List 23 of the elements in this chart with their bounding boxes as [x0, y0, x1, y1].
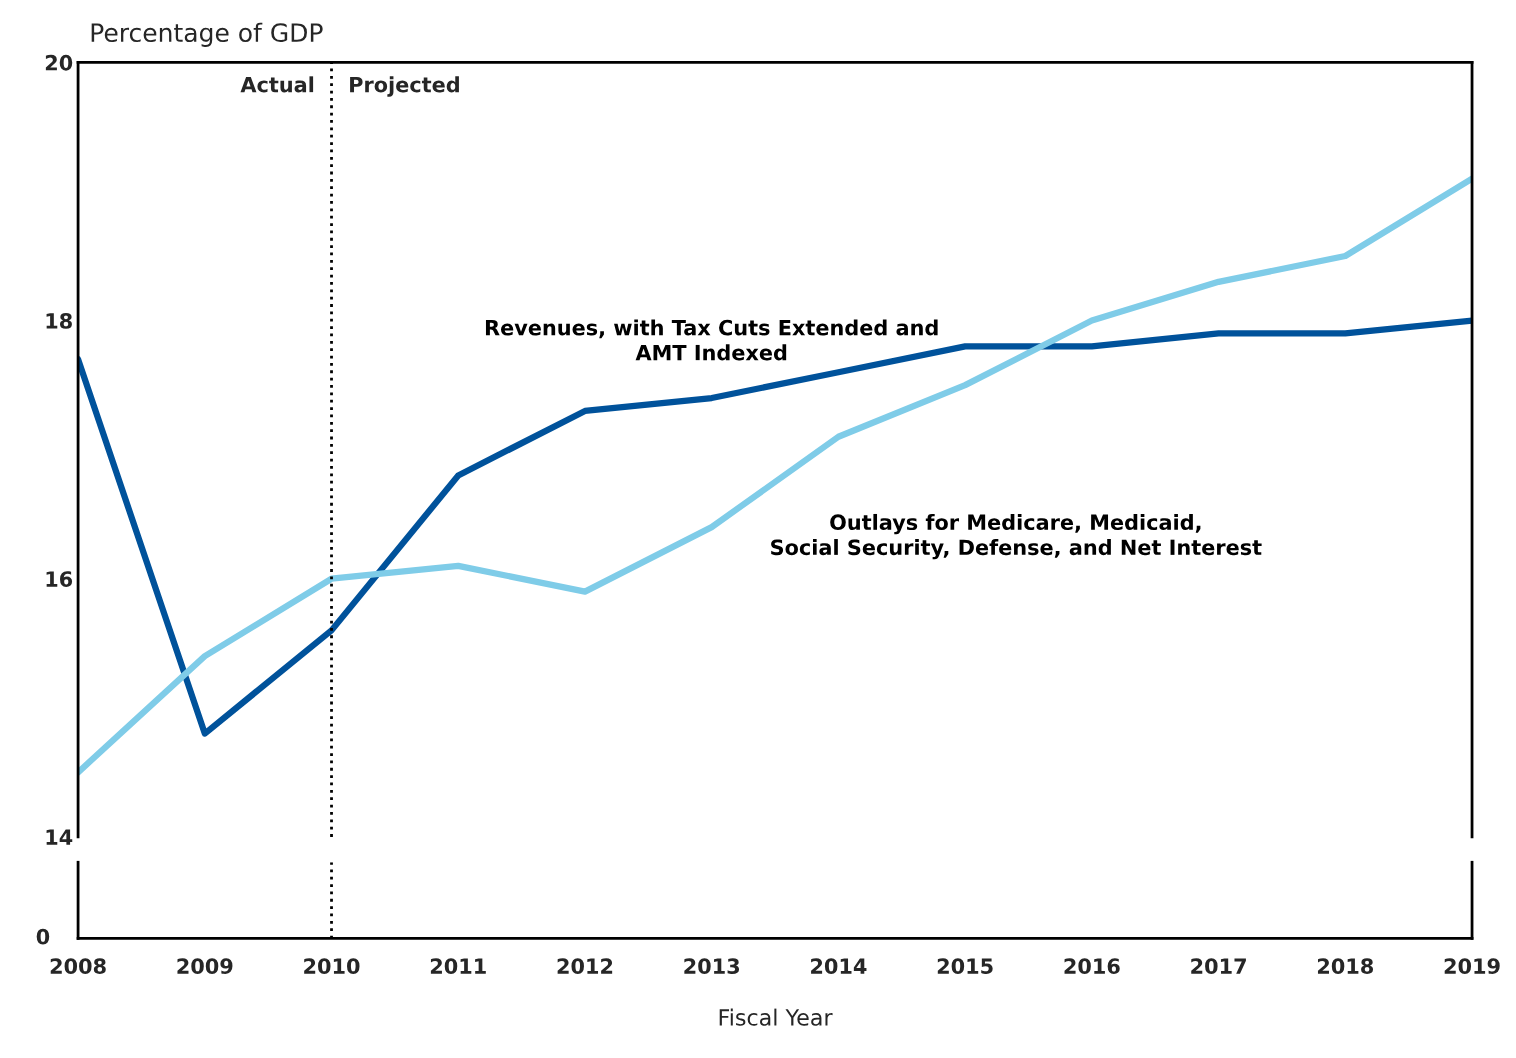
annotation: Actual	[240, 76, 314, 93]
x-tick-label: 2017	[1191, 958, 1246, 975]
x-tick-label: 2009	[177, 958, 233, 975]
x-tick-label: 2013	[684, 958, 740, 975]
y-axis-title: Percentage of GDP	[91, 22, 323, 47]
x-axis-title: Fiscal Year	[719, 1008, 833, 1026]
series-label: Outlays for Medicare, Medicaid, Social Security, Defense, and Net Interest	[771, 513, 1262, 560]
x-tick-label: 2019	[1444, 958, 1500, 975]
x-tick-label: 2015	[937, 958, 993, 975]
annotation: Projected	[350, 76, 459, 97]
series-label: Revenues, with Tax Cuts Extended and AMT Indexed	[485, 319, 938, 361]
x-tick-label: 2018	[1317, 958, 1374, 975]
x-tick-label: 2011	[430, 958, 486, 975]
x-tick-label: 2016	[1064, 958, 1120, 975]
x-tick-label: 2014	[811, 958, 867, 975]
y-tick-label: 18	[46, 313, 72, 329]
x-tick-label: 2010	[304, 958, 360, 975]
text: 0	[36, 928, 50, 945]
y-tick-label: 14	[46, 829, 73, 845]
x-tick-label: 2012	[557, 958, 613, 975]
x-tick-label: 2008	[50, 958, 106, 975]
y-tick-label: 20	[45, 54, 73, 71]
y-tick-label: 16	[46, 571, 73, 587]
